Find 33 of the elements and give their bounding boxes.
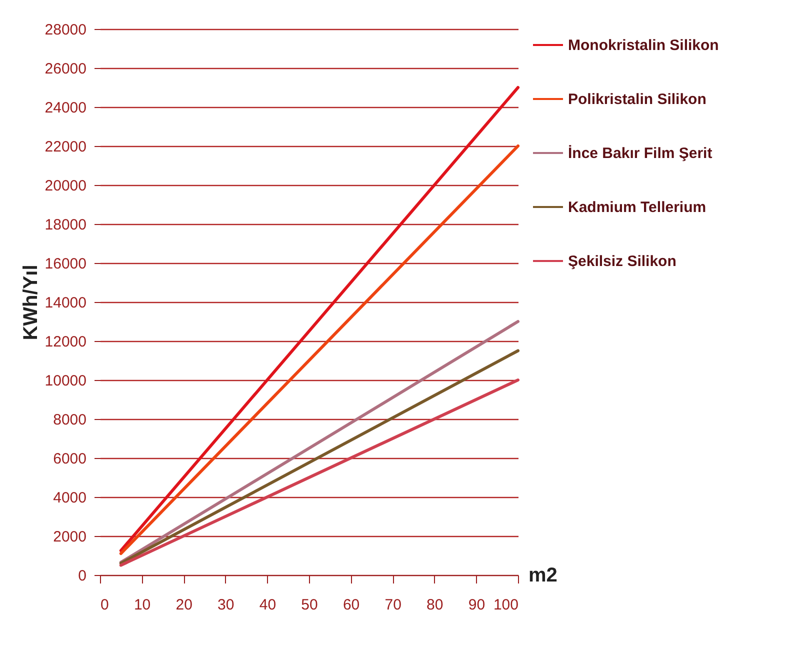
y-tick-label: 28000: [44, 22, 86, 38]
y-tick-label: 18000: [44, 216, 86, 234]
x-axis-title: m2: [528, 564, 558, 586]
legend-label: Kadmium Tellerium: [568, 199, 706, 216]
y-tick-label: 24000: [44, 100, 86, 116]
y-tick-label: 16000: [44, 256, 86, 272]
y-tick-label: 12000: [44, 334, 86, 350]
x-tick-label: 30: [218, 596, 234, 614]
legend-label: İnce Bakır Film Şerit: [568, 145, 712, 162]
x-tick-label: 10: [134, 596, 151, 614]
y-tick-label: 20000: [44, 178, 86, 194]
x-tick-label: 90: [468, 596, 486, 614]
y-tick-label: 4000: [53, 490, 86, 506]
x-tick-label: 100: [493, 596, 518, 614]
legend-label: Şekilsiz Silikon: [568, 253, 676, 270]
y-tick-label: 6000: [53, 450, 86, 468]
y-tick-label: 2000: [53, 528, 86, 546]
x-tick-label: 40: [259, 596, 276, 614]
y-tick-label: 8000: [53, 412, 86, 428]
x-tick-label: 50: [301, 596, 318, 614]
legend-label: Monokristalin Silikon: [568, 37, 719, 54]
y-tick-label: 22000: [44, 138, 86, 156]
x-tick-label: 60: [342, 596, 360, 614]
legend-label: Polikristalin Silikon: [568, 91, 706, 108]
y-tick-label: 14000: [44, 294, 86, 312]
x-tick-label: 20: [176, 596, 192, 614]
x-tick-label: 80: [426, 596, 444, 614]
x-tick-label: 0: [100, 596, 109, 614]
y-tick-label: 0: [78, 568, 86, 584]
y-tick-label: 26000: [44, 60, 86, 78]
y-axis-title: KWh/Yıl: [20, 264, 42, 340]
x-tick-label: 70: [384, 596, 402, 614]
y-tick-label: 10000: [44, 372, 86, 390]
